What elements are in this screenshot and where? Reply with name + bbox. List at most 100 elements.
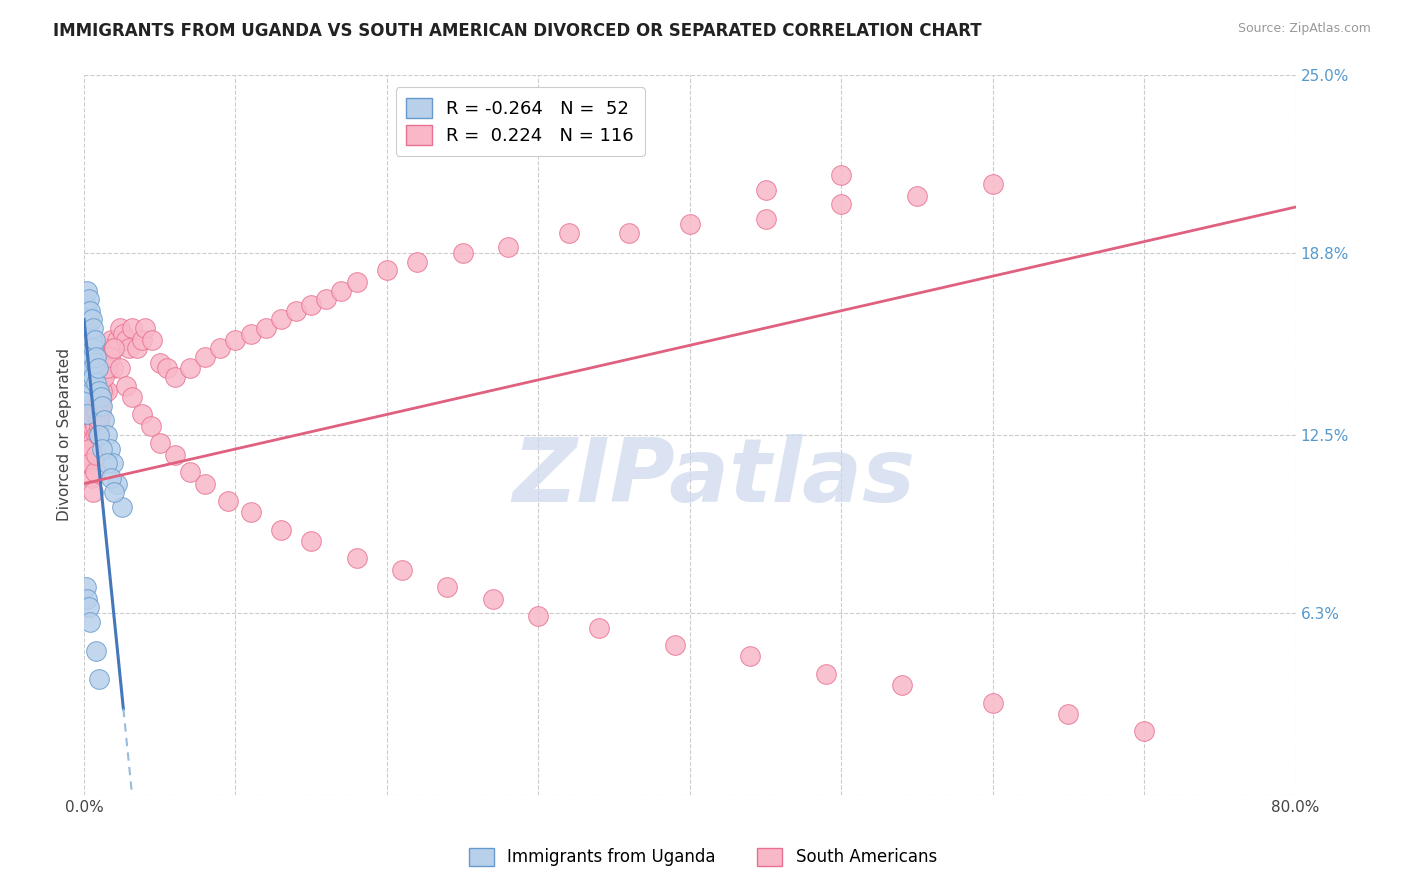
Point [105,476,128,491]
Point [86,427,108,442]
Point [84,448,107,462]
Point [125,341,148,355]
Point [75,448,97,462]
Point [98,350,121,364]
Point [75,580,97,594]
Point [754,211,776,226]
Point [79,448,101,462]
Point [285,303,308,318]
Point [90,408,112,422]
Point [84,408,107,422]
Point [100,333,122,347]
Point [80,361,103,376]
Point [254,321,277,335]
Point [89,419,111,434]
Legend: R = -0.264   N =  52, R =  0.224   N = 116: R = -0.264 N = 52, R = 0.224 N = 116 [395,87,645,156]
Point [121,321,143,335]
Point [101,361,124,376]
Point [75,384,97,399]
Point [96,457,118,471]
Point [84,427,107,442]
Point [179,465,201,479]
Point [82,341,104,355]
Point [981,177,1004,191]
Point [981,696,1004,710]
Point [82,434,104,448]
Point [391,563,413,577]
Point [115,378,138,392]
Point [224,333,246,347]
Point [179,361,201,376]
Point [82,370,104,384]
Point [91,384,114,399]
Point [76,284,98,298]
Point [86,413,108,427]
Point [80,419,103,434]
Point [93,413,115,427]
Point [270,312,292,326]
Point [1057,706,1080,721]
Point [299,534,322,549]
Point [111,500,134,514]
Point [76,370,98,384]
Point [112,326,135,341]
Point [110,361,132,376]
Point [79,408,101,422]
Point [740,649,762,664]
Point [103,341,125,355]
Point [91,442,114,456]
Point [299,298,322,312]
Point [134,321,156,335]
Point [75,361,97,376]
Point [346,551,368,566]
Point [76,326,98,341]
Text: IMMIGRANTS FROM UGANDA VS SOUTH AMERICAN DIVORCED OR SEPARATED CORRELATION CHART: IMMIGRANTS FROM UGANDA VS SOUTH AMERICAN… [53,22,981,40]
Point [619,226,641,240]
Point [84,376,107,390]
Point [93,370,115,384]
Point [679,217,702,231]
Point [141,333,163,347]
Point [89,673,111,687]
Point [77,292,100,306]
Point [77,376,100,390]
Point [86,361,108,376]
Point [96,427,118,442]
Point [588,621,610,635]
Point [80,399,103,413]
Point [1133,724,1156,739]
Point [83,355,105,369]
Point [118,341,141,355]
Point [91,370,114,384]
Point [830,169,852,183]
Point [84,643,107,657]
Point [149,436,172,450]
Point [527,609,550,624]
Point [131,333,153,347]
Point [406,254,429,268]
Point [209,341,232,355]
Point [94,355,117,369]
Point [77,333,100,347]
Point [156,361,179,376]
Point [91,390,114,404]
Point [75,427,97,442]
Point [79,427,101,442]
Point [239,326,262,341]
Point [75,298,97,312]
Point [557,226,579,240]
Point [79,457,101,471]
Point [905,188,928,202]
Point [90,399,112,413]
Point [103,485,125,500]
Point [80,471,103,485]
Point [76,303,98,318]
Point [77,355,100,369]
Point [110,321,132,335]
Point [76,408,98,422]
Point [496,240,519,254]
Point [239,505,262,519]
Point [149,355,172,369]
Point [76,591,98,606]
Point [890,678,912,692]
